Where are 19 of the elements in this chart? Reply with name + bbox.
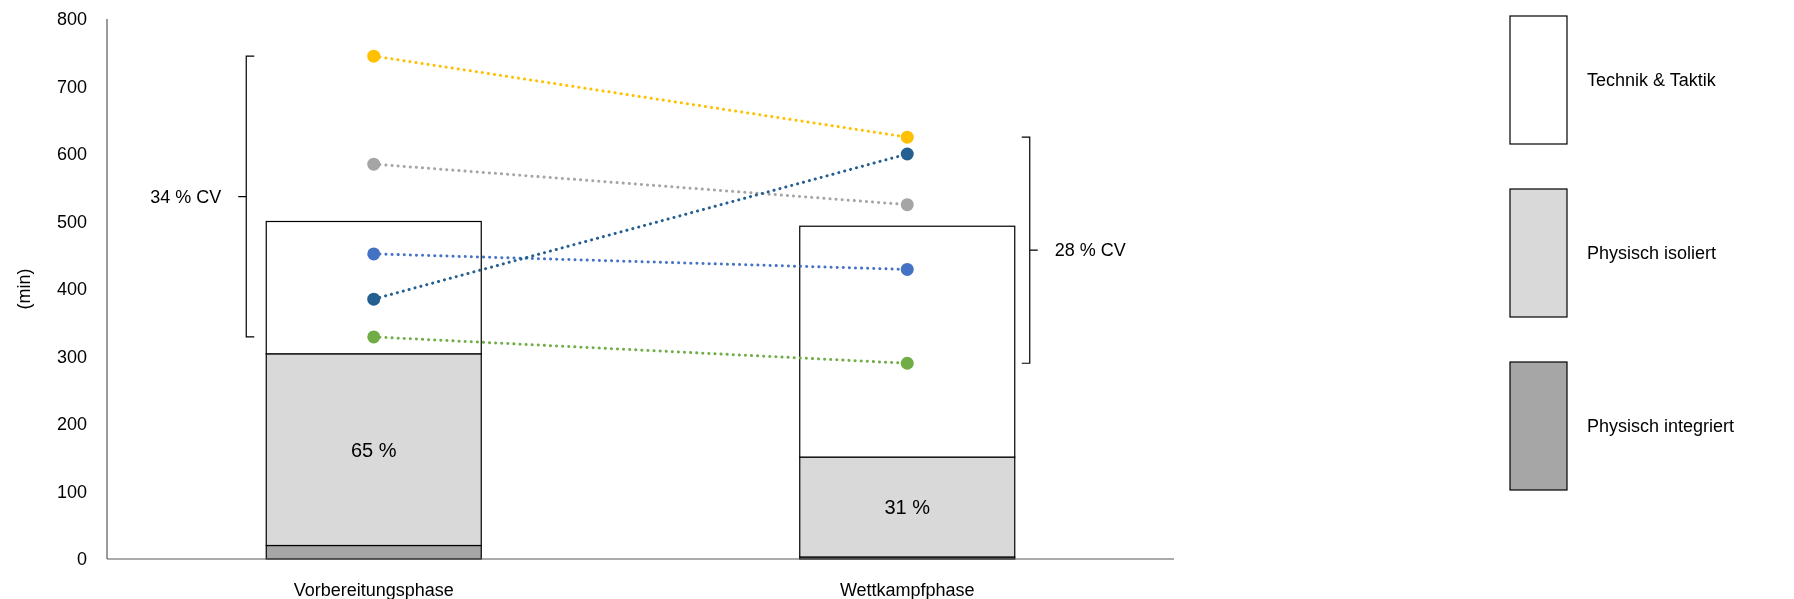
- annotation: 31 %: [884, 496, 931, 519]
- x-tick-label: Vorbereitungsphase: [293, 580, 454, 599]
- y-axis-title: (min): [14, 268, 34, 310]
- y-tick-label: 300: [56, 346, 87, 367]
- annotation: 65 %: [350, 438, 397, 461]
- y-tick-label: 100: [56, 481, 87, 502]
- y-tick-label: 200: [56, 414, 87, 434]
- y-tick-label: 500: [56, 211, 87, 232]
- y-tick-label: 700: [56, 76, 87, 97]
- annotation: 28 % CV: [1054, 240, 1126, 261]
- y-tick-label: 0: [76, 549, 87, 569]
- y-tick-label: 600: [56, 144, 87, 164]
- x-tick-label: Wettkampfphase: [839, 580, 975, 599]
- y-tick-label: 400: [56, 279, 87, 299]
- text: Technik & Taktik: [1587, 70, 1717, 90]
- text: Physisch integriert: [1587, 416, 1735, 436]
- y-tick-label: 800: [56, 9, 87, 29]
- text: Physisch isoliert: [1587, 243, 1717, 263]
- annotation: 34 % CV: [150, 186, 222, 207]
